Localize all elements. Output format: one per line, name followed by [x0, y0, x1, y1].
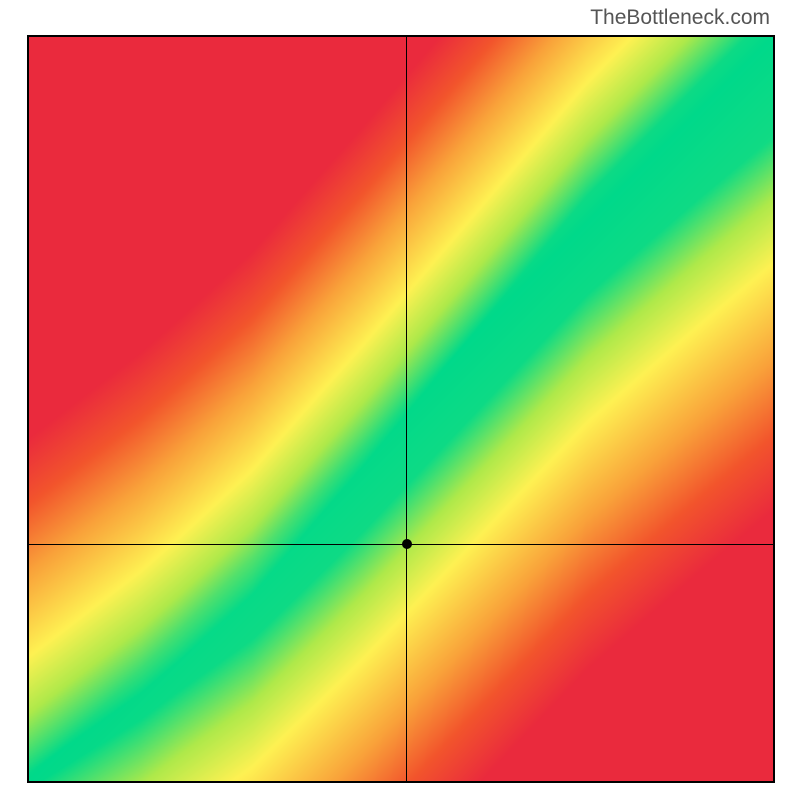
heatmap-canvas — [29, 37, 773, 781]
heatmap-plot — [27, 35, 775, 783]
crosshair-marker — [402, 539, 412, 549]
crosshair-vertical — [406, 37, 407, 781]
attribution-text: TheBottleneck.com — [590, 6, 770, 30]
